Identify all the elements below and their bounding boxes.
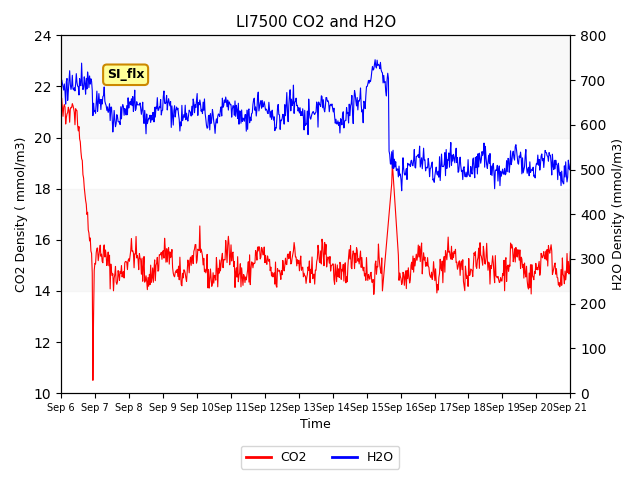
Bar — [61, 189, 570, 291]
Bar — [61, 36, 570, 138]
Title: LI7500 CO2 and H2O: LI7500 CO2 and H2O — [236, 15, 396, 30]
Y-axis label: H2O Density (mmol/m3): H2O Density (mmol/m3) — [612, 138, 625, 290]
Legend: CO2, H2O: CO2, H2O — [241, 446, 399, 469]
X-axis label: Time: Time — [300, 419, 331, 432]
Text: SI_flx: SI_flx — [107, 68, 145, 81]
Y-axis label: CO2 Density ( mmol/m3): CO2 Density ( mmol/m3) — [15, 136, 28, 292]
